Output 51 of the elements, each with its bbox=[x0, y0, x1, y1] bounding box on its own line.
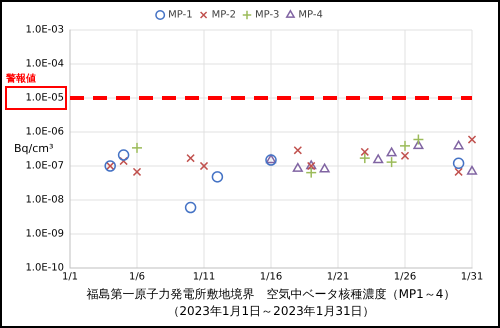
point bbox=[399, 140, 411, 152]
y-tick-label: 1.0E-05 bbox=[25, 92, 64, 104]
y-tick-label: 1.0E-09 bbox=[25, 228, 64, 240]
legend-label: MP-2 bbox=[212, 10, 236, 21]
legend-label: MP-1 bbox=[168, 10, 193, 21]
point bbox=[265, 154, 277, 166]
point bbox=[320, 164, 330, 173]
point bbox=[373, 154, 384, 164]
point bbox=[400, 151, 410, 160]
point bbox=[200, 162, 208, 170]
legend-label: MP-3 bbox=[255, 10, 280, 21]
point bbox=[454, 140, 464, 150]
point bbox=[386, 147, 397, 156]
point bbox=[386, 156, 398, 168]
y-tick-label: 1.0E-06 bbox=[25, 126, 64, 138]
point bbox=[212, 171, 224, 183]
x-axis-title: 福島第一原子力発電所敷地境界 空気中ベータ核種濃度（MP1～4） bbox=[86, 287, 456, 302]
point bbox=[359, 152, 371, 164]
point bbox=[413, 140, 424, 150]
point bbox=[292, 162, 303, 172]
legend-label: MP-4 bbox=[298, 10, 323, 21]
y-tick-label: 1.0E-07 bbox=[25, 160, 64, 172]
text: （2023年1月1日～2023年1月31日） bbox=[167, 304, 375, 318]
point bbox=[294, 146, 302, 155]
y-tick-label: 1.0E-03 bbox=[25, 24, 64, 36]
point bbox=[305, 166, 317, 178]
point bbox=[132, 168, 142, 176]
ref-line-label: 警報値 bbox=[5, 72, 36, 85]
x-tick-label: 1/26 bbox=[394, 272, 416, 283]
y-tick-label: 1.0E-10 bbox=[25, 262, 64, 274]
x-tick-label: 1/16 bbox=[260, 272, 282, 283]
y-tick-label: 1.0E-08 bbox=[25, 194, 64, 206]
x-tick-label: 1/21 bbox=[326, 272, 350, 283]
point bbox=[454, 168, 463, 176]
x-tick-label: 1/1 bbox=[62, 272, 78, 283]
x-tick-label: 1/6 bbox=[128, 272, 146, 283]
point bbox=[186, 154, 195, 162]
x-tick-label: 1/11 bbox=[192, 272, 216, 283]
point bbox=[118, 149, 130, 161]
x-tick-label: 1/31 bbox=[460, 272, 484, 283]
point bbox=[466, 166, 478, 175]
point bbox=[184, 202, 196, 214]
point bbox=[131, 142, 143, 154]
point bbox=[360, 148, 370, 156]
point bbox=[468, 135, 476, 144]
point bbox=[266, 154, 276, 164]
y-axis-title: Bq/cm³ bbox=[14, 142, 54, 155]
point bbox=[452, 158, 464, 170]
y-tick-label: 1.0E-04 bbox=[25, 58, 64, 70]
point bbox=[119, 156, 128, 166]
point bbox=[412, 134, 424, 146]
